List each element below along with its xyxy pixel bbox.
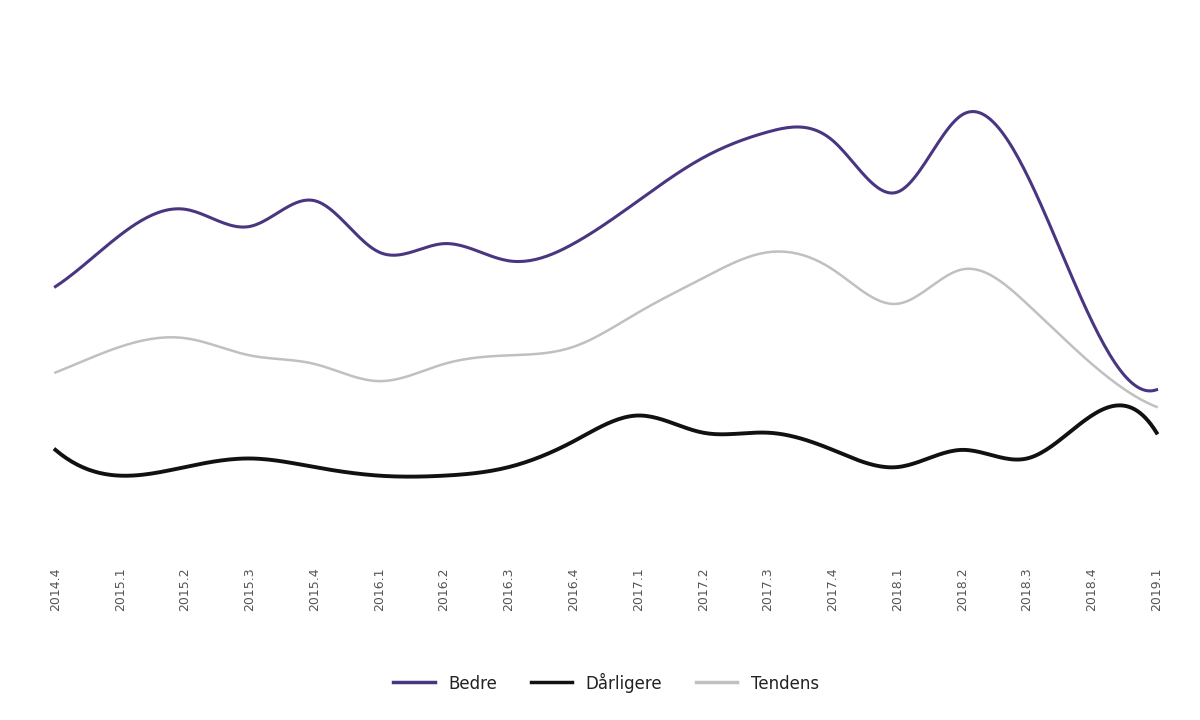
Line: Tendens: Tendens <box>55 251 1157 407</box>
Dårligere <box>851 456 865 464</box>
Legend: Bedre, Dårligere, Tendens: Bedre, Dårligere, Tendens <box>386 666 826 699</box>
Bedre <box>485 252 499 261</box>
Tendens <box>772 247 786 256</box>
Dårligere <box>48 446 62 454</box>
Bedre <box>48 282 62 291</box>
Dårligere <box>1114 401 1128 410</box>
Bedre <box>740 134 755 143</box>
Line: Dårligere: Dårligere <box>55 405 1157 477</box>
Dårligere <box>1150 428 1164 437</box>
Bedre <box>1144 387 1158 395</box>
Bedre <box>1150 385 1164 394</box>
Bedre <box>844 155 858 163</box>
Dårligere <box>409 472 424 481</box>
Tendens <box>740 253 755 261</box>
Line: Bedre: Bedre <box>55 112 1157 391</box>
Tendens <box>846 280 860 289</box>
Tendens <box>1150 402 1164 411</box>
Tendens <box>407 370 421 379</box>
Dårligere <box>402 472 416 481</box>
Dårligere <box>487 466 502 474</box>
Bedre <box>181 205 196 214</box>
Dårligere <box>744 428 758 437</box>
Dårligere <box>181 462 196 471</box>
Bedre <box>965 107 979 116</box>
Dårligere <box>846 454 860 462</box>
Tendens <box>851 284 865 292</box>
Tendens <box>48 368 62 377</box>
Bedre <box>407 247 421 256</box>
Bedre <box>848 161 863 170</box>
Tendens <box>485 352 499 361</box>
Tendens <box>181 334 196 343</box>
